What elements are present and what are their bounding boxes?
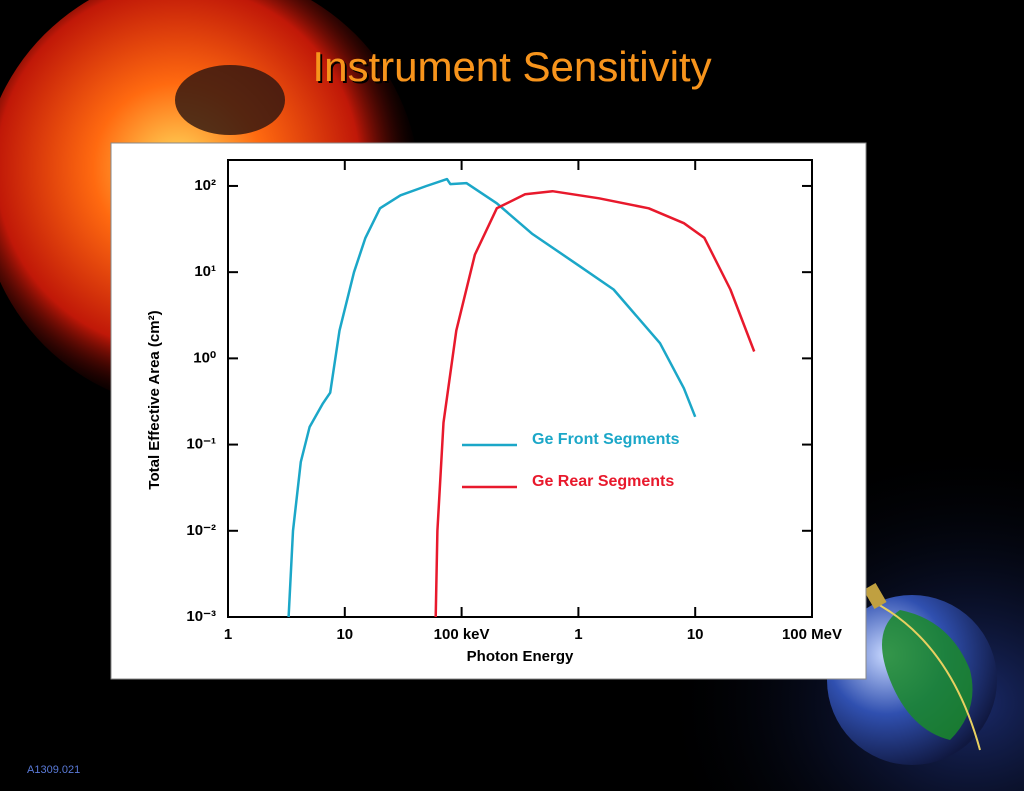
y-tick-label: 10⁻¹ xyxy=(186,436,216,453)
slide-title: Instrument Sensitivity xyxy=(312,43,711,90)
x-tick-label: 100 keV xyxy=(434,626,490,643)
x-tick-label: 100 MeV xyxy=(782,626,842,643)
y-axis-label: Total Effective Area (cm²) xyxy=(146,310,163,489)
sun-spot xyxy=(175,65,285,135)
x-tick-label: 10 xyxy=(336,626,353,643)
slide-footer: A1309.021 xyxy=(27,764,80,776)
x-tick-label: 10 xyxy=(687,626,704,643)
x-tick-label: 1 xyxy=(574,626,582,643)
legend-label: Ge Rear Segments xyxy=(532,473,674,490)
series-line xyxy=(287,177,697,618)
plot-frame xyxy=(227,159,813,618)
x-axis-label: Photon Energy xyxy=(467,648,574,665)
chart-panel xyxy=(110,142,867,680)
y-tick-label: 10⁻³ xyxy=(186,608,216,625)
legend-label: Ge Front Segments xyxy=(532,431,680,448)
y-tick-label: 10⁻² xyxy=(186,522,216,539)
series-line xyxy=(434,189,756,618)
y-tick-label: 10⁰ xyxy=(193,349,216,366)
y-tick-label: 10² xyxy=(194,177,216,194)
y-tick-label: 10¹ xyxy=(194,263,216,280)
orbit xyxy=(869,599,981,751)
satellite xyxy=(863,582,887,610)
earth-land xyxy=(882,610,973,740)
x-tick-label: 1 xyxy=(224,626,232,643)
